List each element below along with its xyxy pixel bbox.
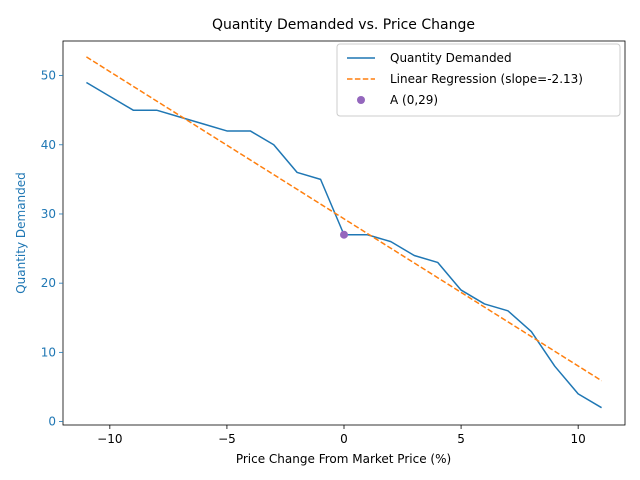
legend: Quantity Demanded Linear Regression (slop…: [336, 43, 621, 117]
series-line-0: [86, 81, 602, 409]
plot-area: [86, 56, 602, 409]
chart-title: Quantity Demanded vs. Price Change: [212, 17, 475, 33]
y-tick-label: 10: [41, 345, 56, 359]
x-tick-label: 0: [340, 432, 348, 446]
x-axis-ticks: −10 −5 0 5 10: [97, 425, 586, 446]
legend-entry: Quantity Demanded: [347, 51, 512, 65]
legend-label: Quantity Demanded: [390, 51, 512, 65]
legend-box: [336, 43, 621, 117]
x-tick-label: 10: [571, 432, 586, 446]
legend-entry: Linear Regression (slope=-2.13): [347, 72, 583, 86]
legend-entry: A (0,29): [357, 93, 438, 107]
x-axis-label: Price Change From Market Price (%): [236, 452, 451, 466]
y-axis-ticks: 0 10 20 30 40 50: [41, 69, 63, 429]
x-tick-label: −5: [218, 432, 236, 446]
legend-label: A (0,29): [390, 93, 438, 107]
y-tick-label: 20: [41, 276, 56, 290]
y-tick-label: 0: [48, 415, 56, 429]
x-tick-label: −10: [97, 432, 122, 446]
y-tick-label: 50: [41, 69, 56, 83]
y-axis-label: Quantity Demanded: [14, 172, 28, 294]
x-tick-label: 5: [457, 432, 465, 446]
scatter-point: [340, 230, 348, 239]
y-tick-label: 30: [41, 207, 56, 221]
y-tick-label: 40: [41, 138, 56, 152]
series-line-1: [86, 56, 602, 382]
legend-swatch: [357, 96, 365, 104]
legend-label: Linear Regression (slope=-2.13): [390, 72, 583, 86]
